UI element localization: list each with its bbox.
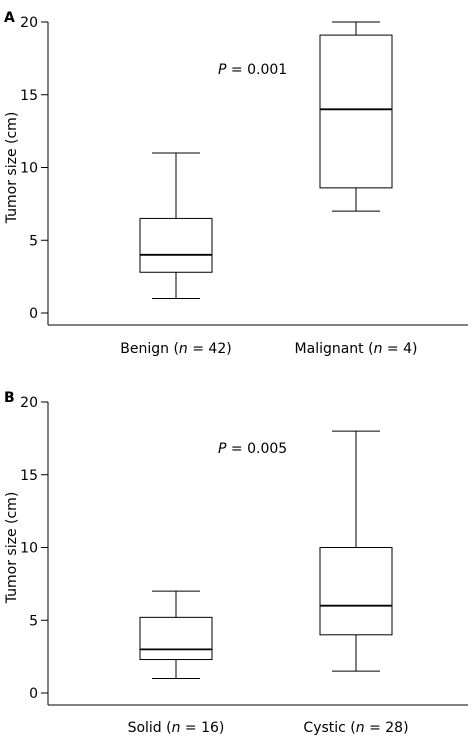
- y-axis-title: Tumor size (cm): [4, 492, 20, 605]
- y-axis-title: Tumor size (cm): [4, 112, 20, 225]
- iqr-box: [319, 34, 393, 189]
- y-tick-label: 20: [20, 15, 38, 31]
- iqr-box: [139, 616, 213, 661]
- x-tick-label: Cystic (n = 28): [303, 720, 408, 736]
- iqr-box: [319, 547, 393, 636]
- box-1: [139, 152, 213, 299]
- panel-b: B 0 5 10 15 20 Tumor size (cm) Solid (n = 16) Cy…: [4, 390, 468, 736]
- y-tick-label: 0: [29, 306, 38, 322]
- x-tick-label: Malignant (n = 4): [295, 341, 418, 357]
- y-tick-label: 20: [20, 395, 38, 411]
- x-tick-label: Solid (n = 16): [128, 720, 225, 736]
- box-1: [139, 590, 213, 679]
- y-tick-label: 15: [20, 468, 38, 484]
- p-value-annotation: P = 0.005: [218, 441, 287, 457]
- y-tick-label: 10: [20, 541, 38, 557]
- p-value-annotation: P = 0.001: [218, 62, 287, 78]
- y-tick-label: 0: [29, 686, 38, 702]
- iqr-box: [139, 217, 213, 273]
- box-2: [319, 21, 393, 212]
- panel-a: A 0 5 10 15 20 Tumor size (cm) Benign (n = 42) M…: [4, 10, 468, 357]
- y-tick-label: 10: [20, 161, 38, 177]
- y-tick-label: 15: [20, 88, 38, 104]
- box-2: [319, 430, 393, 672]
- x-tick-label: Benign (n = 42): [120, 341, 231, 357]
- panel-label: A: [4, 10, 15, 26]
- panel-label: B: [4, 390, 15, 406]
- y-tick-label: 5: [29, 233, 38, 249]
- y-tick-label: 5: [29, 613, 38, 629]
